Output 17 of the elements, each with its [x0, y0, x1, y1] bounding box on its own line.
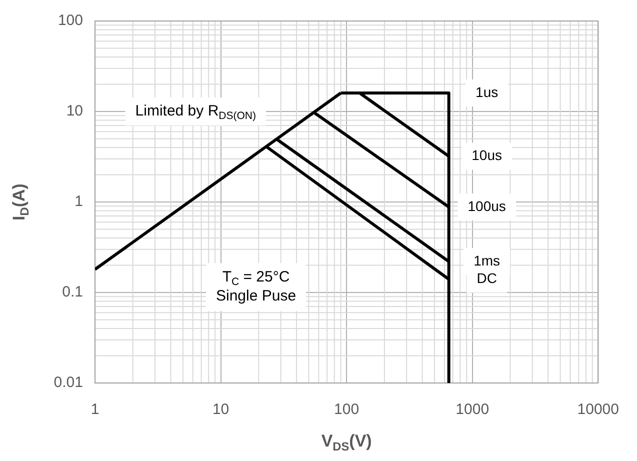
y-tick-label: 1 — [74, 193, 83, 210]
series-label: 10us — [472, 147, 502, 164]
y-tick-label: 100 — [58, 12, 83, 30]
x-tick-label: 1000 — [456, 401, 490, 418]
y-tick-label: 10 — [66, 102, 83, 120]
series-label: 100us — [468, 198, 506, 214]
series-label: 1us — [476, 84, 498, 100]
x-tick-label: 10000 — [577, 401, 620, 418]
y-tick-label: 0.01 — [54, 374, 83, 392]
y-axis-title: ID(A) — [10, 184, 32, 220]
series-label: DC — [476, 270, 497, 286]
annotation: Single Puse — [216, 288, 296, 305]
y-tick-label: 0.1 — [62, 284, 83, 301]
x-tick-label: 100 — [334, 401, 360, 418]
x-tick-label: 10 — [212, 401, 230, 418]
x-tick-label: 1 — [90, 401, 100, 418]
series-label: 1ms — [474, 252, 500, 268]
